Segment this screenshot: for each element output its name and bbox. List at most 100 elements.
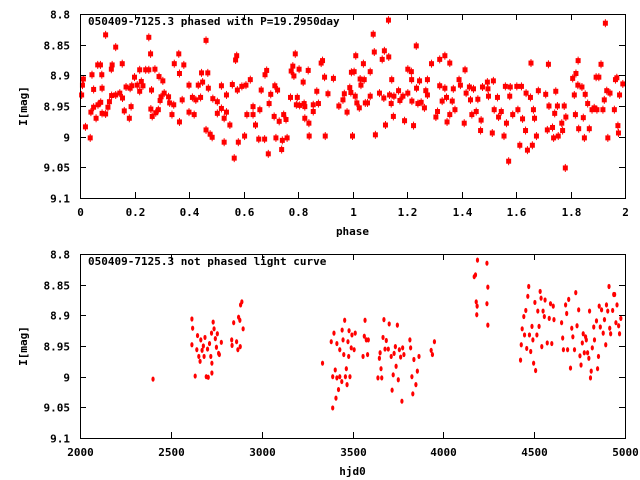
phased-x-tick-label: 0.6	[235, 206, 255, 219]
unphased-data-point	[608, 325, 612, 331]
unphased-data-point	[207, 340, 212, 347]
unphased-data-point	[577, 307, 581, 313]
unphased-data-point	[399, 354, 403, 360]
unphased-data-point	[338, 347, 342, 353]
unphased-data-point	[197, 353, 201, 360]
unphased-data-point	[198, 358, 202, 364]
unphased-light-curve-plot: 2000 2500 3000 3500 4000 4500 5000 8.8 8.85 8.9 8.…	[17, 249, 639, 479]
unphased-data-point	[485, 301, 489, 307]
unphased-y-axis-label: I[mag]	[17, 326, 30, 366]
unphased-data-point	[534, 367, 538, 374]
unphased-data-point	[561, 347, 566, 353]
unphased-data-point	[475, 303, 479, 309]
unphased-data-point	[581, 331, 585, 337]
phased-x-tick-label: 0.2	[126, 206, 146, 219]
unphased-data-point	[594, 318, 599, 324]
unphased-data-point	[611, 307, 615, 314]
unphased-data-point	[190, 342, 194, 348]
unphased-data-point	[340, 378, 344, 385]
unphased-data-point	[579, 362, 583, 368]
unphased-data-point	[536, 308, 540, 314]
unphased-data-point	[571, 334, 575, 340]
unphased-data-point	[575, 323, 579, 329]
unphased-data-point	[614, 320, 618, 326]
unphased-data-point	[241, 326, 245, 332]
unphased-data-point	[378, 350, 382, 356]
unphased-data-point	[230, 342, 234, 348]
unphased-data-point	[219, 339, 223, 345]
unphased-data-point	[365, 351, 370, 358]
unphased-data-point	[524, 307, 528, 314]
unphased-data-point	[539, 295, 543, 301]
unphased-data-point	[592, 337, 597, 343]
unphased-data-point	[240, 299, 244, 305]
unphased-data-point	[522, 332, 527, 338]
unphased-data-point	[526, 293, 530, 299]
unphased-data-point	[347, 353, 351, 360]
unphased-data-point	[561, 335, 565, 341]
unphased-data-point	[206, 374, 210, 380]
unphased-data-point	[563, 302, 568, 308]
unphased-data-point	[338, 374, 342, 380]
unphased-data-point	[191, 325, 195, 331]
phased-y-tick-label: 9	[63, 132, 70, 145]
phased-x-tick-label: 1.4	[453, 206, 473, 219]
unphased-data-point	[211, 319, 215, 325]
unphased-y-tick-label: 9.1	[50, 433, 70, 446]
unphased-data-point	[383, 346, 387, 352]
unphased-data-point	[617, 323, 621, 329]
unphased-data-point	[331, 405, 335, 411]
unphased-data-point	[578, 353, 582, 359]
unphased-data-point	[392, 350, 396, 356]
unphased-data-point	[537, 323, 541, 329]
unphased-data-point	[596, 353, 601, 360]
unphased-data-point	[532, 360, 536, 366]
unphased-data-point	[210, 360, 214, 366]
unphased-y-tick-label: 8.9	[50, 310, 70, 323]
unphased-plot-frame	[80, 254, 626, 439]
unphased-data-point	[604, 342, 608, 348]
phased-x-tick-label: 1.8	[562, 206, 582, 219]
unphased-data-point	[391, 372, 395, 378]
unphased-data-point	[584, 337, 588, 343]
unphased-data-point	[202, 353, 206, 360]
unphased-data-point	[236, 347, 240, 353]
unphased-data-point	[238, 317, 242, 323]
phased-y-axis-label: I[mag]	[17, 86, 30, 126]
unphased-data-point	[203, 334, 207, 341]
unphased-data-point	[389, 353, 393, 360]
unphased-data-point	[190, 316, 194, 322]
unphased-data-point	[376, 375, 380, 381]
unphased-data-point	[209, 330, 214, 336]
unphased-data-point	[410, 374, 414, 380]
unphased-data-point	[609, 331, 613, 337]
unphased-data-point	[411, 391, 415, 397]
unphased-data-point	[214, 344, 219, 350]
unphased-data-point	[381, 334, 385, 341]
unphased-data-point	[543, 297, 547, 303]
unphased-data-point	[550, 340, 554, 347]
unphased-data-point	[401, 345, 405, 351]
unphased-data-point	[352, 347, 356, 353]
unphased-data-point	[230, 337, 234, 343]
unphased-data-point	[193, 373, 197, 379]
phased-y-tick-label: 8.8	[50, 9, 70, 22]
unphased-data-point	[394, 363, 398, 369]
unphased-data-point	[210, 370, 214, 376]
unphased-data-point	[527, 332, 532, 338]
unphased-data-point	[400, 398, 404, 404]
unphased-data-point	[344, 366, 348, 372]
unphased-data-point	[533, 299, 537, 306]
phased-x-tick-label: 0.8	[289, 206, 309, 219]
unphased-data-point	[606, 308, 610, 314]
unphased-data-point	[417, 353, 421, 360]
unphased-y-tick-label: 8.85	[44, 280, 71, 293]
unphased-x-tick-label: 3000	[249, 446, 276, 459]
unphased-data-point	[209, 353, 213, 360]
unphased-y-tick-label: 8.8	[50, 249, 70, 262]
unphased-data-point	[589, 368, 593, 374]
unphased-data-point	[430, 351, 435, 358]
unphased-data-point	[530, 323, 534, 329]
unphased-data-point	[592, 324, 596, 330]
unphased-data-point	[568, 365, 573, 371]
